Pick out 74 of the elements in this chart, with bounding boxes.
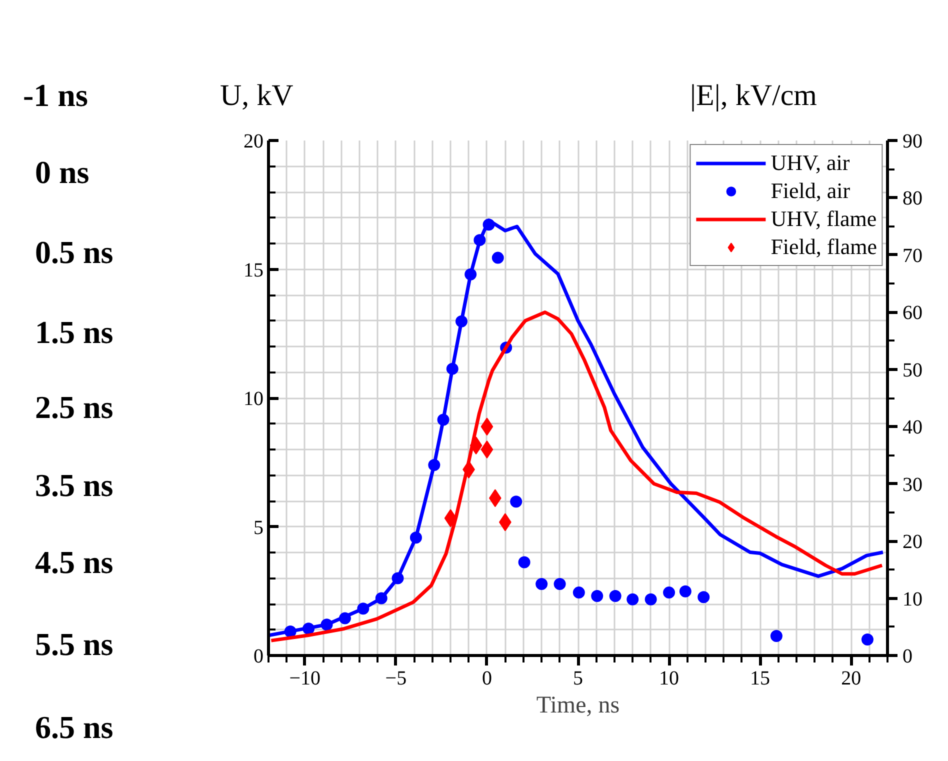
point: [482, 218, 495, 231]
point: [455, 315, 468, 328]
y2-tick-label: 30: [902, 474, 922, 496]
text: 4.5 ns: [35, 543, 114, 582]
point: [698, 591, 710, 604]
x-tick-label: −5: [385, 668, 407, 690]
y2-tick-label: 80: [902, 188, 922, 210]
y2-tick-label: 40: [902, 416, 922, 439]
y2-tick-label: 10: [902, 588, 922, 610]
point: [510, 496, 522, 508]
point: [591, 590, 604, 602]
x-tick-label: 20: [841, 668, 862, 690]
point: [302, 622, 315, 635]
point: [437, 414, 450, 426]
x-tick-label: 5: [573, 668, 583, 690]
point: [392, 572, 404, 584]
point: [663, 586, 676, 599]
point: [644, 593, 657, 606]
text: 0 ns: [35, 153, 90, 192]
legend-label: Field, air: [770, 178, 850, 204]
point: [357, 602, 370, 615]
x-axis-title: Time, ns: [536, 692, 620, 718]
line-series: [269, 310, 884, 642]
point: [480, 440, 494, 458]
point: [480, 418, 494, 436]
point: [536, 578, 548, 590]
point: [679, 585, 692, 598]
point: [338, 612, 351, 624]
point: [554, 578, 566, 590]
y2-tick-label: 0: [902, 646, 912, 668]
legend-label: UHV, air: [770, 150, 850, 176]
y-tick-label: 15: [244, 259, 264, 282]
point: [320, 618, 333, 631]
point: [444, 509, 457, 528]
y2-tick-label: 20: [902, 531, 922, 554]
y-tick-label: 0: [254, 646, 264, 668]
y2-tick-label: 50: [902, 359, 922, 382]
y2-tick-label: 60: [902, 302, 922, 324]
point: [492, 252, 504, 264]
x-tick-label: 10: [659, 668, 680, 690]
text: 2.5 ns: [35, 388, 114, 427]
point: [488, 489, 502, 508]
point: [470, 436, 482, 454]
y2-axis-title: |E|, kV/cm: [690, 78, 817, 114]
text: -1 ns: [23, 76, 88, 115]
y-tick-label: 20: [244, 130, 264, 152]
point: [609, 590, 622, 602]
text: 0.5 ns: [35, 233, 114, 272]
text: 5.5 ns: [35, 625, 114, 664]
y2-tick-label: 70: [902, 244, 922, 267]
point: [284, 625, 296, 638]
point: [446, 362, 458, 375]
legend-label: Field, flame: [770, 234, 877, 260]
x-tick-label: 0: [482, 668, 492, 690]
text: 3.5 ns: [35, 466, 114, 505]
point: [518, 556, 530, 568]
legend-label: UHV, flame: [770, 206, 877, 232]
text: 6.5 ns: [35, 708, 114, 747]
point: [474, 234, 486, 246]
y2-tick-label: 90: [902, 130, 922, 152]
x-tick-label: 15: [750, 668, 770, 690]
y-tick-label: 10: [244, 388, 264, 410]
y-tick-label: 5: [254, 516, 264, 539]
point: [861, 633, 874, 646]
text: 1.5 ns: [35, 313, 114, 352]
point: [464, 268, 477, 280]
y-axis-title: U, kV: [220, 78, 294, 114]
point: [770, 630, 782, 642]
point: [375, 592, 388, 604]
point: [626, 593, 639, 606]
point: [428, 458, 440, 471]
point: [572, 586, 585, 599]
point: [410, 532, 422, 544]
x-tick-label: −10: [289, 668, 321, 690]
